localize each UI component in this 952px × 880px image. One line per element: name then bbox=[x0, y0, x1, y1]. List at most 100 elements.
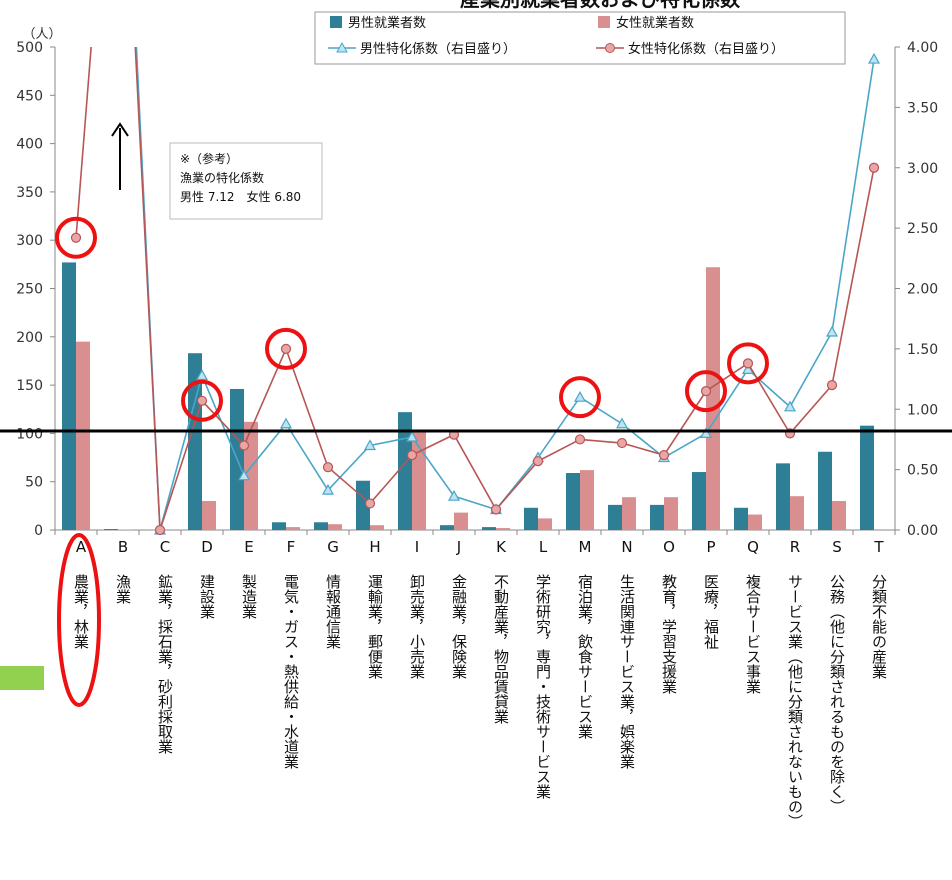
female-coefficient-point-E bbox=[238, 440, 250, 451]
category-letter: O bbox=[663, 538, 675, 556]
female-coefficient-point-T bbox=[868, 162, 880, 173]
category-letter: I bbox=[415, 538, 419, 556]
category-letter: Q bbox=[747, 538, 759, 556]
male-coefficient-point-R bbox=[783, 400, 797, 412]
bar-male-N bbox=[608, 504, 622, 530]
category-name: 複合サービス事業 bbox=[744, 574, 762, 694]
male-coefficient-point-P bbox=[699, 427, 713, 438]
left-tick-label: 450 bbox=[16, 88, 43, 104]
highlight-circle-P bbox=[685, 370, 727, 413]
category-letter: M bbox=[579, 538, 592, 556]
bar-female-L bbox=[538, 518, 552, 530]
bar-female-A bbox=[76, 341, 90, 530]
category-name: 生活関連サービス業，娯楽業 bbox=[618, 574, 636, 769]
bar-male-P bbox=[692, 472, 706, 530]
female-coefficient-point-I bbox=[406, 450, 418, 461]
category-letter: B bbox=[118, 538, 128, 556]
category-letter: F bbox=[287, 538, 296, 556]
category-letter: J bbox=[456, 538, 461, 556]
female-coefficient-point-D bbox=[196, 395, 208, 406]
bar-male-F bbox=[272, 522, 286, 530]
bar-male-T bbox=[860, 425, 874, 530]
category-name: 電気・ガス・熱供給・水道業 bbox=[282, 574, 300, 769]
left-tick-label: 400 bbox=[16, 137, 43, 153]
bar-female-R bbox=[790, 496, 804, 530]
legend-label-female-count: 女性就業者数 bbox=[616, 15, 694, 31]
highlight-circle-Q bbox=[727, 342, 769, 385]
category-letter: H bbox=[369, 538, 380, 556]
category-letter: G bbox=[327, 538, 339, 556]
right-tick-label: 4.00 bbox=[907, 40, 938, 56]
legend-label-male-count: 男性就業者数 bbox=[348, 15, 426, 31]
category-name: 教育，学習支援業 bbox=[660, 574, 678, 694]
male-coefficient-point-E bbox=[237, 469, 251, 481]
category-letter: C bbox=[160, 538, 170, 556]
bar-female-M bbox=[580, 470, 594, 530]
bar-male-R bbox=[776, 463, 790, 530]
bar-male-K bbox=[482, 527, 496, 530]
female-coefficient-point-K bbox=[490, 504, 502, 515]
highlight-circle-F bbox=[265, 327, 307, 370]
bar-male-Q bbox=[734, 507, 748, 530]
female-coefficient-point-H bbox=[364, 498, 376, 509]
bar-female-S bbox=[832, 501, 846, 530]
category-letter: E bbox=[244, 538, 253, 556]
female-coefficient-point-N bbox=[616, 437, 628, 449]
bar-male-S bbox=[818, 451, 832, 530]
category-name: 農業，林業 bbox=[72, 574, 90, 649]
note-line: 漁業の特化係数 bbox=[180, 170, 264, 185]
category-letter: R bbox=[790, 538, 800, 556]
female-coefficient-point-C bbox=[154, 524, 166, 536]
bar-male-J bbox=[440, 525, 454, 530]
category-name: 公務（他に分類されるものを除く） bbox=[828, 574, 846, 814]
female-coefficient-point-P bbox=[700, 386, 712, 397]
bar-female-O bbox=[664, 497, 678, 530]
right-tick-label: 0.50 bbox=[907, 463, 938, 479]
female-coefficient-point-M bbox=[574, 434, 586, 445]
up-arrow-head bbox=[111, 122, 129, 137]
chart-title-group: 産業別就業者数および特化係数 bbox=[460, 0, 741, 11]
left-tick-label: 150 bbox=[16, 378, 43, 394]
legend-swatch-female-count bbox=[598, 16, 610, 28]
bar-female-D bbox=[202, 501, 216, 530]
male-coefficient-point-N bbox=[615, 417, 629, 429]
male-coefficient-point-J bbox=[447, 489, 461, 501]
category-letter: P bbox=[706, 538, 715, 556]
left-tick-label: 200 bbox=[16, 330, 43, 346]
bar-female-Q bbox=[748, 514, 762, 530]
axes: 0 50 100 150 200 250 300 350 400 450 500 0.00 0.50 1.… bbox=[16, 40, 938, 539]
right-tick-label: 1.00 bbox=[907, 402, 938, 418]
right-tick-label: 0.00 bbox=[907, 523, 938, 539]
note-line: ※（参考） bbox=[180, 151, 238, 166]
bar-female-N bbox=[622, 497, 636, 530]
legend-marker-male-coefficient bbox=[336, 41, 348, 53]
male-coefficient-point-F bbox=[279, 417, 293, 429]
female-coefficient-point-O bbox=[658, 450, 670, 461]
highlight-circle-M bbox=[559, 376, 601, 419]
female-coefficient-point-Q bbox=[742, 358, 754, 369]
bar-female-P bbox=[706, 267, 720, 530]
category-name: 製造業 bbox=[240, 574, 258, 619]
male-coefficient-point-H bbox=[363, 439, 377, 451]
category-letter: N bbox=[621, 538, 632, 556]
male-coefficient-point-S bbox=[825, 325, 839, 337]
green-tab bbox=[0, 666, 44, 690]
female-coefficient-point-A bbox=[70, 232, 82, 243]
category-name: 卸売業，小売業 bbox=[408, 574, 426, 679]
category-letter: D bbox=[201, 538, 213, 556]
right-tick-label: 3.00 bbox=[907, 161, 938, 177]
category-labels: A 農業，林業 B 漁業 C 鉱業，採石業，砂利採取業 D 建設業 E 製造業 F 電気・ガス・熱供給… bbox=[72, 538, 888, 829]
category-name: 漁業 bbox=[114, 574, 132, 604]
note-line: 男性 7.12 女性 6.80 bbox=[180, 189, 301, 204]
left-tick-label: 350 bbox=[16, 185, 43, 201]
note-frame bbox=[169, 142, 323, 220]
legend-label-male-coefficient: 男性特化係数（右目盛り） bbox=[360, 42, 516, 57]
category-letter: A bbox=[76, 538, 87, 556]
category-letter: T bbox=[873, 538, 884, 556]
bar-female-J bbox=[454, 512, 468, 530]
bar-male-G bbox=[314, 522, 328, 530]
bar-male-H bbox=[356, 480, 370, 530]
left-tick-label: 500 bbox=[16, 40, 43, 56]
